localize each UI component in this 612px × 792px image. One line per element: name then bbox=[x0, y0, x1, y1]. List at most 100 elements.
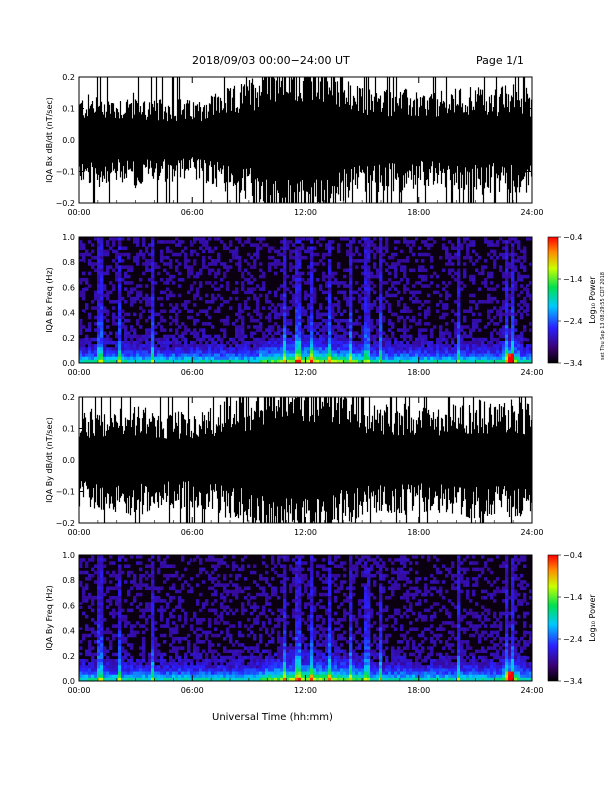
spectrogram-cell bbox=[442, 312, 446, 317]
spectrogram-cell bbox=[298, 262, 302, 266]
spectrogram-cell bbox=[343, 331, 347, 336]
spectrogram-cell bbox=[103, 677, 107, 682]
spectrogram-cell bbox=[481, 344, 485, 348]
spectrogram-cell bbox=[97, 340, 101, 345]
spectrogram-cell bbox=[448, 347, 452, 351]
spectrogram-cell bbox=[178, 640, 182, 644]
spectrogram-cell bbox=[178, 240, 182, 244]
spectrogram-cell bbox=[88, 322, 92, 326]
spectrogram-cell bbox=[190, 240, 194, 244]
spectrogram-cell bbox=[127, 671, 131, 676]
spectrogram-cell bbox=[430, 274, 434, 279]
spectrogram-cell bbox=[349, 284, 353, 288]
spectrogram-cell bbox=[502, 255, 506, 260]
spectrogram-cell bbox=[280, 296, 284, 301]
spectrogram-cell bbox=[526, 353, 530, 358]
spectrogram-cell bbox=[415, 340, 419, 345]
spectrogram-cell bbox=[334, 312, 338, 317]
spectrogram-cell bbox=[244, 350, 248, 354]
spectrogram-cell bbox=[79, 281, 83, 285]
spectrogram-cell bbox=[379, 325, 383, 329]
spectrogram-cell bbox=[502, 300, 506, 304]
spectrogram-cell bbox=[208, 237, 212, 241]
spectrogram-cell bbox=[124, 287, 128, 291]
spectrogram-cell bbox=[448, 262, 452, 266]
spectrogram-cell bbox=[121, 618, 125, 622]
spectrogram-cell bbox=[295, 356, 299, 361]
spectrogram-cell bbox=[121, 614, 125, 619]
spectrogram-cell bbox=[178, 347, 182, 351]
spectrogram-cell bbox=[448, 240, 452, 244]
spectrogram-cell bbox=[508, 252, 512, 257]
spectrogram-cell bbox=[121, 570, 125, 575]
spectrogram-cell bbox=[334, 356, 338, 361]
spectrogram-cell bbox=[145, 265, 149, 269]
spectrogram-cell bbox=[109, 602, 113, 606]
spectrogram-cell bbox=[88, 646, 92, 650]
spectrogram-cell bbox=[148, 674, 152, 679]
spectrogram-cell bbox=[412, 315, 416, 320]
spectrogram-cell bbox=[121, 608, 125, 613]
spectrogram-cell bbox=[133, 583, 137, 587]
spectrogram-cell bbox=[175, 259, 179, 263]
spectrogram-cell bbox=[136, 555, 140, 559]
spectrogram-cell bbox=[502, 246, 506, 250]
x-tick-label: 00:00 bbox=[67, 528, 90, 537]
spectrogram-cell bbox=[82, 677, 86, 682]
spectrogram-cell bbox=[184, 265, 188, 269]
spectrogram-cell bbox=[148, 359, 152, 364]
spectrogram-cell bbox=[316, 309, 320, 313]
spectrogram-cell bbox=[460, 350, 464, 354]
spectrogram-cell bbox=[100, 255, 104, 260]
spectrogram-cell bbox=[94, 652, 98, 657]
spectrogram-cell bbox=[298, 347, 302, 351]
spectrogram-cell bbox=[322, 344, 326, 348]
spectrogram-cell bbox=[223, 344, 227, 348]
spectrogram-cell bbox=[445, 246, 449, 250]
spectrogram-cell bbox=[400, 328, 404, 332]
spectrogram-cell bbox=[235, 255, 239, 260]
spectrogram-cell bbox=[94, 668, 98, 672]
spectrogram-cell bbox=[220, 344, 224, 348]
spectrogram-cell bbox=[118, 284, 122, 288]
spectrogram-cell bbox=[292, 300, 296, 304]
spectrogram-cell bbox=[196, 318, 200, 323]
spectrogram-cell bbox=[127, 359, 131, 364]
spectrogram-cell bbox=[358, 359, 362, 364]
spectrogram-cell bbox=[139, 646, 143, 650]
spectrogram-cell bbox=[487, 274, 491, 279]
spectrogram-cell bbox=[226, 300, 230, 304]
spectrogram-cell bbox=[157, 340, 161, 345]
spectrogram-cell bbox=[241, 328, 245, 332]
spectrogram-cell bbox=[238, 356, 242, 361]
spectrogram-cell bbox=[169, 662, 173, 666]
spectrogram-cell bbox=[88, 259, 92, 263]
spectrogram-cell bbox=[178, 340, 182, 345]
spectrogram-cell bbox=[130, 570, 134, 575]
spectrogram-cell bbox=[217, 268, 221, 273]
spectrogram-cell bbox=[346, 359, 350, 364]
spectrogram-cell bbox=[178, 655, 182, 660]
spectrogram-cell bbox=[442, 347, 446, 351]
spectrogram-cell bbox=[118, 331, 122, 336]
spectrogram-cell bbox=[439, 350, 443, 354]
spectrogram-cell bbox=[502, 344, 506, 348]
spectrogram-cell bbox=[424, 350, 428, 354]
spectrogram-cell bbox=[379, 259, 383, 263]
spectrogram-cell bbox=[457, 356, 461, 361]
spectrogram-cell bbox=[346, 344, 350, 348]
spectrogram-cell bbox=[415, 350, 419, 354]
spectrogram-cell bbox=[190, 344, 194, 348]
spectrogram-cell bbox=[445, 303, 449, 307]
spectrogram-cell bbox=[448, 331, 452, 336]
spectrogram-cell bbox=[139, 573, 143, 578]
spectrogram-cell bbox=[94, 671, 98, 676]
spectrogram-cell bbox=[115, 252, 119, 257]
spectrogram-cell bbox=[139, 674, 143, 679]
spectrogram-cell bbox=[430, 255, 434, 260]
spectrogram-cell bbox=[373, 334, 377, 339]
spectrogram-cell bbox=[325, 359, 329, 364]
spectrogram-cell bbox=[235, 287, 239, 291]
spectrogram-cell bbox=[328, 312, 332, 317]
spectrogram-cell bbox=[139, 315, 143, 320]
